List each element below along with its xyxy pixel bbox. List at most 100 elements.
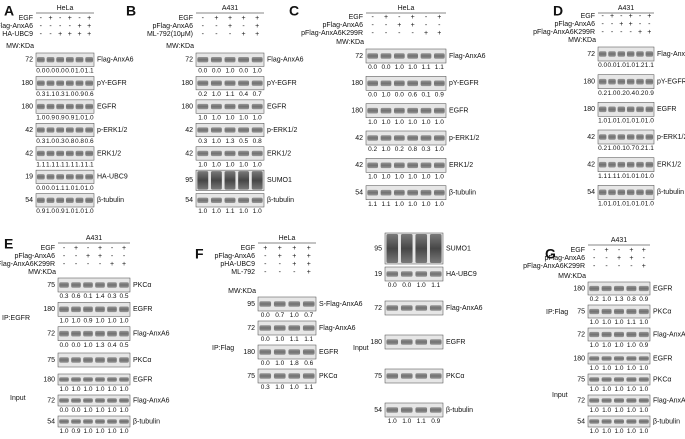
band (638, 285, 649, 292)
band (75, 174, 84, 180)
quant-value: 1.1 (85, 68, 94, 75)
blot-name: S-Flag-AnxA6 (319, 301, 363, 308)
quant-value: 1.0 (95, 407, 104, 414)
blot (384, 402, 444, 418)
band (197, 57, 209, 63)
band (83, 330, 93, 337)
band (614, 308, 624, 315)
band (107, 282, 117, 288)
band (75, 57, 84, 63)
band (608, 189, 616, 196)
quant-value: 0.9 (71, 428, 80, 435)
mw-marker: 75 (47, 282, 55, 289)
quant-value: 1.0 (602, 428, 611, 435)
band (273, 373, 286, 379)
blot-name: β-tubulin (657, 189, 684, 196)
quant-value: 1.0 (239, 208, 248, 215)
treatment-sign: - (371, 22, 374, 29)
band (589, 356, 600, 361)
mw-marker: 180 (243, 349, 255, 356)
band (85, 127, 94, 133)
band (617, 161, 626, 168)
section-label: IP:Flag (546, 309, 568, 316)
band (617, 134, 626, 140)
treatment-sign: - (63, 245, 66, 252)
cell-line: A431 (222, 5, 238, 12)
treatment-sign: - (75, 253, 78, 260)
mw-marker: 180 (21, 80, 33, 87)
quant-value: 0.3 (36, 138, 45, 145)
mw-marker: 75 (374, 373, 382, 380)
quant-value: 1.0 (198, 161, 207, 168)
quant-value: 0.0 (395, 92, 404, 99)
quant-value: 0.8 (627, 296, 636, 303)
treatment-name: pFlag-AnxA6 (545, 255, 586, 262)
mw-marker: 72 (577, 331, 585, 338)
quant-value: 1.0 (614, 386, 623, 393)
blot-name: pY-EGFR (449, 80, 479, 87)
treatment-sign: - (371, 30, 374, 37)
quant-value: 1.0 (85, 208, 94, 215)
treatment-sign: - (618, 263, 621, 270)
band (636, 161, 644, 168)
band (46, 57, 55, 63)
mw-marker: 75 (47, 357, 55, 364)
mw-marker: 95 (374, 245, 382, 252)
quant-value: 1.0 (617, 118, 626, 125)
band (638, 308, 649, 315)
quant-value: 0.0 (368, 64, 377, 71)
quant-value: 0.1 (421, 92, 430, 99)
quant-value: 1.0 (602, 342, 611, 349)
band (626, 161, 635, 168)
blot-name: HA-UBC9 (446, 271, 477, 278)
quant-value: 1.0 (602, 386, 611, 393)
treatment-name: pFlag-AnxA6 (15, 253, 56, 260)
quant-value: 1.0 (59, 386, 68, 393)
blot-name: PKCα (133, 282, 151, 289)
band (407, 53, 418, 59)
mw-marker: 42 (185, 127, 193, 134)
treatment-sign: + (228, 23, 232, 30)
quant-value: 1.0 (402, 418, 411, 425)
quant-value: 0.8 (65, 138, 74, 145)
quant-value: 0.2 (395, 146, 404, 153)
quant-value: 1.0 (290, 384, 299, 391)
panel-label: G (545, 246, 556, 262)
treatment-name: pFlag-AnxA6K299R (0, 261, 55, 268)
band (420, 107, 432, 114)
band (56, 80, 65, 86)
treatment-sign: + (629, 247, 633, 254)
band (434, 162, 445, 169)
quant-value: 1.0 (395, 174, 404, 181)
quant-value: 1.0 (107, 407, 116, 414)
band (614, 331, 624, 338)
blot-name: PKCα (319, 373, 337, 380)
treatment-sign: + (98, 245, 102, 252)
quant-value: 1.3 (95, 342, 104, 349)
quant-value: 0.0 (59, 407, 68, 414)
quant-value: 1.0 (212, 115, 221, 122)
mw-marker: 72 (185, 57, 193, 64)
mw-marker: 54 (374, 407, 382, 414)
blot (35, 146, 95, 161)
treatment-sign: - (611, 29, 614, 36)
blot-name: EGFR (319, 349, 338, 356)
band (85, 174, 94, 180)
quant-value: 1.0 (607, 90, 616, 97)
quant-value: 1.0 (381, 174, 390, 181)
quant-value: 1.0 (626, 201, 635, 208)
quant-value: 0.3 (421, 146, 430, 153)
quant-value: 0.8 (253, 138, 262, 145)
treatment-sign: + (307, 253, 311, 260)
band (56, 103, 65, 110)
band (380, 135, 392, 141)
band (626, 51, 635, 57)
blot (35, 193, 95, 208)
treatment-sign: - (87, 245, 90, 252)
quant-value: 1.0 (198, 208, 207, 215)
band (617, 78, 626, 85)
treatment-sign: + (255, 23, 259, 30)
band (197, 127, 209, 133)
band (288, 301, 301, 307)
band (429, 407, 442, 413)
